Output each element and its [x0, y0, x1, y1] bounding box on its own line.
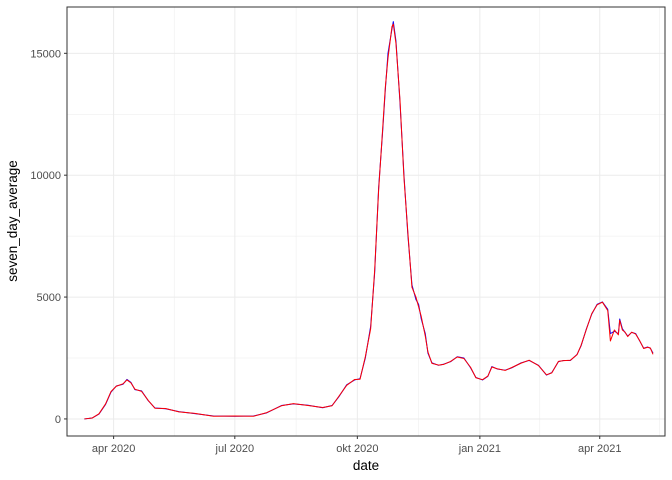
- y-tick-label: 15000: [30, 48, 61, 60]
- y-axis-title: seven_day_average: [5, 160, 20, 282]
- plot-border: [66, 6, 666, 437]
- y-tick-label: 10000: [30, 170, 61, 182]
- y-tick-label: 0: [55, 414, 61, 426]
- x-tick-label: apr 2021: [578, 443, 621, 455]
- x-axis-title: date: [353, 458, 379, 473]
- plot-panel: [67, 7, 665, 436]
- minor-gridlines: [67, 7, 665, 436]
- major-gridlines: [67, 7, 665, 436]
- series-layer: [84, 21, 654, 420]
- x-axis-ticks: apr 2020 jul 2020 okt 2020 jan 2021 apr 2021: [92, 436, 621, 455]
- y-tick-label: 5000: [37, 292, 61, 304]
- x-tick-label: okt 2020: [336, 443, 378, 455]
- x-tick-label: jan 2021: [458, 443, 501, 455]
- x-tick-label: apr 2020: [92, 443, 135, 455]
- y-axis-ticks: 0 5000 10000 15000: [30, 48, 67, 426]
- x-tick-label: jul 2020: [215, 443, 255, 455]
- series-line-2: [84, 23, 654, 420]
